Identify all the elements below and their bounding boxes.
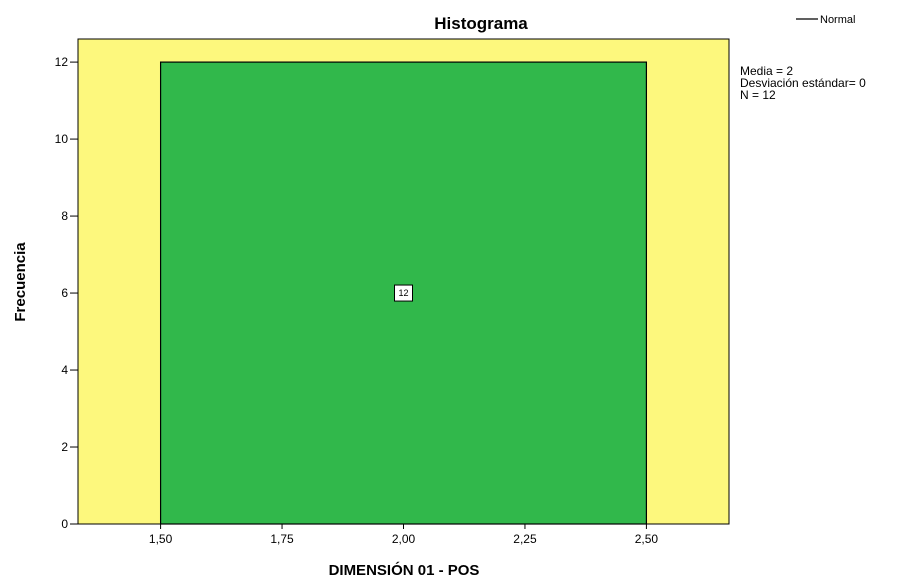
bars: 12 [159, 61, 648, 525]
y-axis: 0 2 4 6 8 10 12 [55, 55, 78, 531]
y-axis-label: Frecuencia [12, 242, 29, 322]
y-tick-label: 12 [55, 55, 69, 69]
y-tick-label: 10 [55, 132, 69, 146]
x-tick-label: 1,50 [149, 532, 173, 546]
y-tick-label: 4 [61, 363, 68, 377]
legend-normal-label: Normal [820, 14, 855, 26]
x-axis: 1,50 1,75 2,00 2,25 2,50 [149, 524, 659, 546]
bar-value-box [394, 284, 413, 302]
stats-box: Media = 2 Desviación estándar= 0 N = 12 [740, 64, 866, 102]
chart-title: Histograma [434, 14, 528, 33]
x-tick-label: 1,75 [270, 532, 294, 546]
x-tick-label: 2,50 [635, 532, 659, 546]
stat-n: N = 12 [740, 88, 776, 102]
y-tick-label: 2 [61, 440, 68, 454]
stat-std: Desviación estándar= 0 [740, 76, 866, 90]
x-tick-label: 2,25 [513, 532, 537, 546]
legend: Normal [796, 14, 855, 26]
x-axis-label: DIMENSIÓN 01 - POS [329, 561, 480, 578]
y-tick-label: 0 [61, 517, 68, 531]
stat-mean: Media = 2 [740, 64, 793, 78]
x-tick-label: 2,00 [392, 532, 416, 546]
y-tick-label: 6 [61, 286, 68, 300]
y-tick-label: 8 [61, 209, 68, 223]
bar-value-label: 12 [398, 288, 408, 298]
